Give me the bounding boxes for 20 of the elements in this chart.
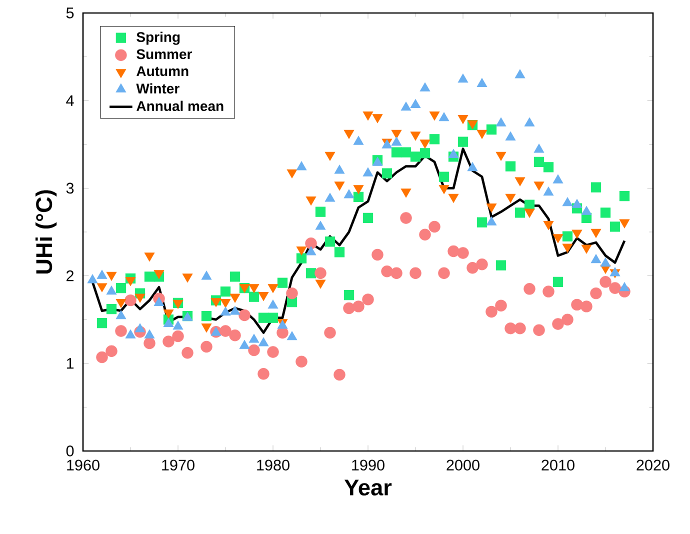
legend-label: Annual mean [136, 100, 224, 112]
y-axis-title: UHi (°C) [35, 190, 57, 274]
legend-label: Spring [136, 32, 180, 45]
x-tick-label: 1990 [352, 460, 384, 471]
legend-label: Winter [136, 83, 180, 94]
x-tick-label: 1960 [67, 460, 100, 471]
x-tick-label: 2000 [446, 460, 480, 471]
y-tick-label: 2 [66, 270, 74, 282]
x-tick-label: 2010 [542, 460, 574, 471]
x-tick-label: 1970 [162, 460, 194, 471]
x-tick-label: 1980 [257, 460, 290, 471]
y-tick-label: 4 [66, 95, 74, 106]
legend-label: Autumn [136, 66, 188, 76]
x-axis-title: Year [344, 480, 392, 496]
y-tick-label: 0 [66, 446, 74, 456]
y-tick-label: 3 [66, 182, 74, 194]
legend-label: Summer [136, 49, 192, 60]
y-tick-label: 5 [66, 8, 74, 18]
y-tick-label: 1 [66, 358, 74, 369]
x-tick-label: 2020 [636, 460, 670, 471]
